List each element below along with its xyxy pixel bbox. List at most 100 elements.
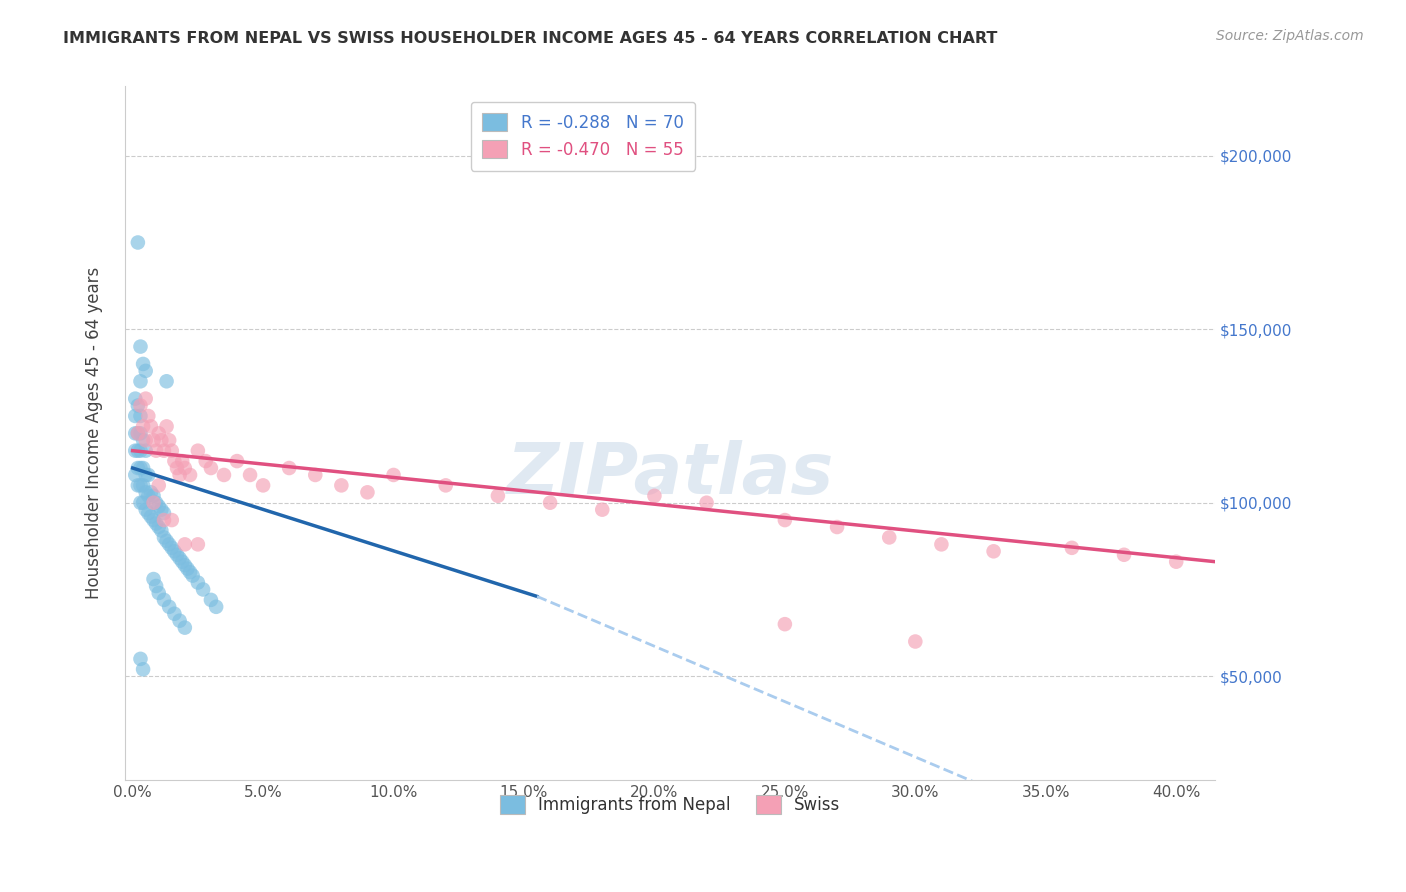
Point [877,530,900,544]
Point [127,478,149,492]
Point [163,607,186,621]
Point [172,454,194,468]
Point [139,419,162,434]
Point [153,443,176,458]
Point [132,478,155,492]
Point [157,537,180,551]
Point [179,467,201,482]
Point [129,443,152,458]
Point [129,374,152,388]
Point [132,419,155,434]
Point [173,558,195,573]
Point [135,467,157,482]
Point [148,520,170,534]
Point [129,426,152,441]
Point [129,399,152,413]
Point [169,467,191,482]
Point [181,568,204,582]
Point [330,478,353,492]
Point [194,454,217,468]
Point [153,513,176,527]
Point [278,461,301,475]
Point [166,461,188,475]
Point [150,434,173,448]
Point [239,467,262,482]
Point [129,478,152,492]
Point [145,516,167,531]
Point [142,513,165,527]
Point [132,461,155,475]
Point [153,506,176,520]
Point [150,502,173,516]
Point [1060,541,1083,555]
Point [591,502,613,516]
Point [169,551,191,566]
Point [173,621,195,635]
Point [200,461,222,475]
Text: Source: ZipAtlas.com: Source: ZipAtlas.com [1216,29,1364,43]
Point [538,496,561,510]
Point [145,496,167,510]
Point [132,357,155,371]
Point [187,575,209,590]
Point [127,443,149,458]
Point [148,586,170,600]
Point [124,467,146,482]
Point [160,513,183,527]
Point [148,426,170,441]
Point [135,485,157,500]
Point [173,537,195,551]
Point [135,443,157,458]
Point [187,443,209,458]
Point [163,454,186,468]
Point [931,537,953,551]
Point [773,513,796,527]
Point [129,496,152,510]
Point [148,478,170,492]
Point [212,467,235,482]
Point [136,467,159,482]
Point [136,489,159,503]
Legend: Immigrants from Nepal, Swiss: Immigrants from Nepal, Swiss [489,785,851,824]
Point [132,496,155,510]
Point [983,544,1005,558]
Point [1166,555,1188,569]
Point [166,548,188,562]
Point [136,506,159,520]
Point [200,593,222,607]
Point [132,434,155,448]
Point [129,409,152,423]
Point [139,485,162,500]
Point [135,364,157,378]
Point [160,443,183,458]
Point [252,478,274,492]
Point [172,555,194,569]
Text: IMMIGRANTS FROM NEPAL VS SWISS HOUSEHOLDER INCOME AGES 45 - 64 YEARS CORRELATION: IMMIGRANTS FROM NEPAL VS SWISS HOUSEHOLD… [63,31,998,46]
Point [191,582,214,597]
Point [135,434,157,448]
Point [226,454,249,468]
Point [155,419,177,434]
Point [127,461,149,475]
Point [135,502,157,516]
Point [145,443,167,458]
Point [136,409,159,423]
Point [176,561,198,575]
Point [163,544,186,558]
Point [142,496,165,510]
Point [157,599,180,614]
Point [139,509,162,524]
Point [129,340,152,354]
Point [304,467,326,482]
Point [160,541,183,555]
Point [169,614,191,628]
Point [382,467,405,482]
Point [142,434,165,448]
Point [127,426,149,441]
Point [135,392,157,406]
Y-axis label: Householder Income Ages 45 - 64 years: Householder Income Ages 45 - 64 years [86,268,103,599]
Point [825,520,848,534]
Point [173,461,195,475]
Point [148,499,170,513]
Point [142,572,165,586]
